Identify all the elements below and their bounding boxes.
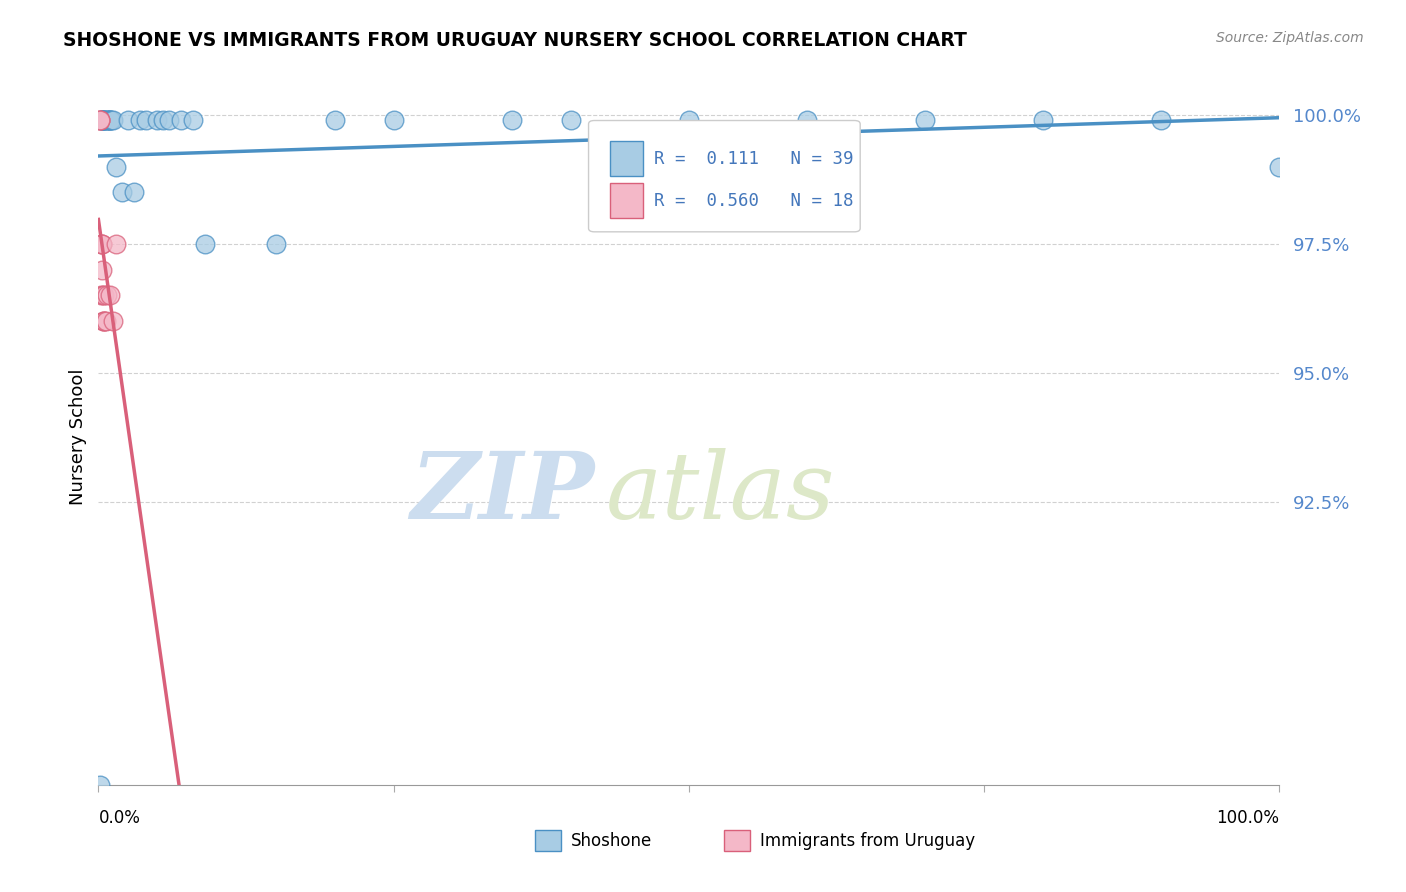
Text: 0.0%: 0.0% — [98, 809, 141, 827]
Point — [560, 113, 582, 128]
Text: R =  0.560   N = 18: R = 0.560 N = 18 — [654, 192, 853, 210]
Point — [98, 113, 121, 128]
Text: Source: ZipAtlas.com: Source: ZipAtlas.com — [1216, 31, 1364, 45]
Point — [94, 314, 117, 328]
Text: Shoshone: Shoshone — [571, 831, 652, 849]
Point — [90, 288, 112, 302]
FancyBboxPatch shape — [536, 830, 561, 851]
Point — [91, 113, 114, 128]
Point — [105, 160, 128, 174]
Point — [914, 113, 936, 128]
Point — [98, 113, 121, 128]
Point — [128, 113, 150, 128]
Point — [323, 113, 346, 128]
Point — [97, 113, 120, 128]
Text: Immigrants from Uruguay: Immigrants from Uruguay — [759, 831, 974, 849]
Point — [1150, 113, 1173, 128]
Point — [89, 113, 111, 128]
Point — [194, 236, 217, 251]
Point — [170, 113, 193, 128]
Point — [96, 113, 118, 128]
Point — [678, 113, 700, 128]
Point — [91, 236, 114, 251]
Point — [98, 288, 121, 302]
Point — [91, 314, 114, 328]
Point — [382, 113, 405, 128]
Point — [89, 778, 111, 792]
FancyBboxPatch shape — [610, 141, 643, 177]
Point — [122, 186, 145, 200]
Point — [264, 236, 287, 251]
Point — [146, 113, 169, 128]
FancyBboxPatch shape — [589, 120, 860, 232]
Point — [91, 113, 114, 128]
Point — [91, 113, 114, 128]
Point — [93, 288, 115, 302]
Point — [94, 113, 117, 128]
Point — [105, 236, 128, 251]
Text: SHOSHONE VS IMMIGRANTS FROM URUGUAY NURSERY SCHOOL CORRELATION CHART: SHOSHONE VS IMMIGRANTS FROM URUGUAY NURS… — [63, 31, 967, 50]
Point — [89, 113, 111, 128]
Point — [91, 288, 114, 302]
Point — [93, 113, 115, 128]
Text: atlas: atlas — [606, 448, 835, 538]
Point — [135, 113, 157, 128]
Point — [1268, 160, 1291, 174]
Point — [152, 113, 174, 128]
Point — [93, 314, 115, 328]
Point — [98, 113, 121, 128]
FancyBboxPatch shape — [610, 183, 643, 218]
Point — [796, 113, 818, 128]
Point — [501, 113, 523, 128]
Point — [89, 113, 111, 128]
Text: 100.0%: 100.0% — [1216, 809, 1279, 827]
Point — [90, 236, 112, 251]
Point — [90, 113, 112, 128]
Point — [1032, 113, 1054, 128]
Point — [101, 314, 124, 328]
Point — [157, 113, 180, 128]
Point — [111, 186, 134, 200]
Point — [91, 236, 114, 251]
Point — [117, 113, 139, 128]
Point — [93, 113, 115, 128]
Point — [91, 113, 114, 128]
Point — [101, 113, 124, 128]
Point — [93, 314, 115, 328]
Y-axis label: Nursery School: Nursery School — [69, 368, 87, 506]
Text: R =  0.111   N = 39: R = 0.111 N = 39 — [654, 150, 853, 168]
Point — [96, 288, 118, 302]
Text: ZIP: ZIP — [411, 448, 595, 538]
Point — [181, 113, 204, 128]
Point — [91, 262, 114, 277]
FancyBboxPatch shape — [724, 830, 751, 851]
Point — [100, 113, 122, 128]
